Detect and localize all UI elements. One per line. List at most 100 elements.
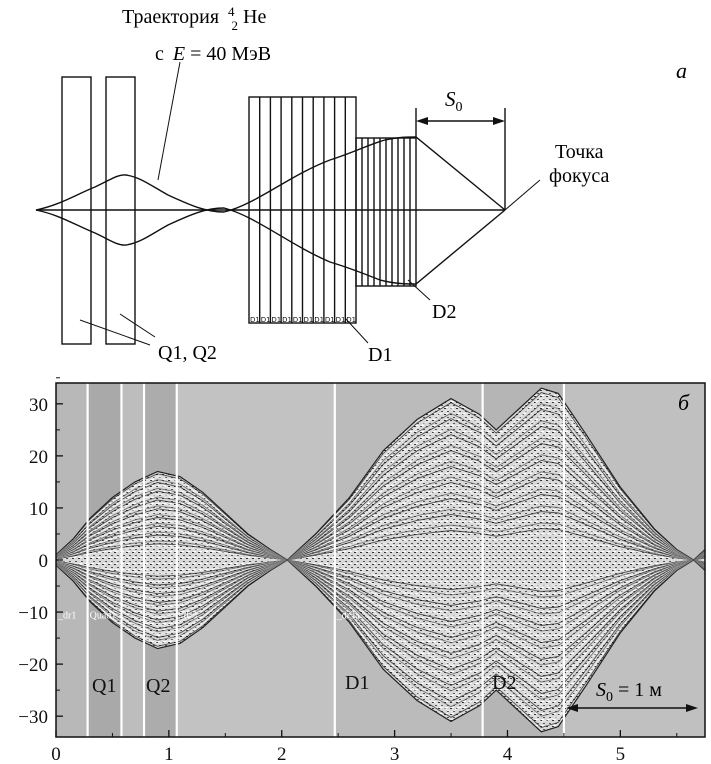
s0-annotation: S0 = 1 м xyxy=(566,679,698,712)
ray-trace xyxy=(56,511,705,561)
ray-trace xyxy=(56,533,705,561)
ray-trace xyxy=(56,437,705,561)
ray-trace xyxy=(56,559,705,649)
ray-trace xyxy=(56,559,705,711)
s0-annotation-text: S0 = 1 м xyxy=(596,679,662,705)
ray-trace xyxy=(56,460,705,561)
ray-trace xyxy=(56,559,705,666)
d2-leader xyxy=(407,279,431,301)
ray-trace xyxy=(56,559,705,609)
region-name-label: _dr3 xyxy=(178,610,197,621)
ray-trace xyxy=(56,391,705,561)
element-label-d1: D1 xyxy=(345,672,369,694)
ray-trace xyxy=(56,403,705,561)
d1-cell-label: D1 xyxy=(314,316,324,324)
y-tick-label: 30 xyxy=(29,395,48,416)
ray-trace xyxy=(56,426,705,561)
d1-cell-labels: D1 D1 D1 D1 D1 D1 D1 D1 D1 D1 xyxy=(250,316,356,324)
ray-trace xyxy=(56,522,705,561)
dipole-d1 xyxy=(248,96,357,324)
quadrupole-q2 xyxy=(105,76,136,345)
ray-trace xyxy=(56,559,705,706)
ray-trace xyxy=(56,559,705,598)
panel-label-b: б xyxy=(678,390,690,415)
ray-trace xyxy=(56,448,705,561)
d1-cell-label: D1 xyxy=(282,316,292,324)
ray-trace xyxy=(56,559,705,643)
ray-trace xyxy=(56,454,705,561)
element-label-q2: Q2 xyxy=(146,675,170,697)
ray-trace xyxy=(56,397,705,561)
s0-label: S0 xyxy=(445,87,463,115)
envelope-plot: 0 1 2 3 4 5 30 20 10 0 −10 −20 −30 _dr1 Quad1 _dr3 _dr… xyxy=(18,377,706,764)
focus-leader xyxy=(504,179,541,211)
d1-cell-label: D1 xyxy=(336,316,346,324)
y-tick-label: −30 xyxy=(18,707,48,728)
d1-cell-label: D1 xyxy=(293,316,303,324)
element-label-q1: Q1 xyxy=(92,675,116,697)
ray-trace xyxy=(56,559,705,717)
q-label: Q1, Q2 xyxy=(158,342,217,364)
ray-trace xyxy=(56,559,705,672)
region-name-label: Quad1 xyxy=(90,610,117,621)
energy-label: с E = 40 МэВ xyxy=(155,43,271,65)
ray-trace xyxy=(56,471,705,561)
ray-trace xyxy=(56,559,705,638)
s0-annotation-arrowhead-right xyxy=(686,704,698,712)
ray-trace xyxy=(56,559,705,683)
ray-trace xyxy=(56,559,705,660)
d1-cell-label: D1 xyxy=(325,316,335,324)
ray-trace xyxy=(56,559,705,729)
ray-trace xyxy=(56,516,705,561)
ray-trace xyxy=(56,559,705,621)
s0-annotation-arrowhead-left xyxy=(566,704,578,712)
d1-cell-label: D1 xyxy=(346,316,356,324)
region-name-label: _dr1 xyxy=(57,610,76,621)
ray-trace xyxy=(56,465,705,561)
trajectory-lower xyxy=(35,207,506,285)
y-tick-label: 20 xyxy=(29,447,48,468)
ray-trace xyxy=(56,477,705,561)
ray-trace xyxy=(56,494,705,561)
ray-trace xyxy=(56,559,705,592)
ray-trace xyxy=(56,499,705,561)
d1-cell-label: D1 xyxy=(261,316,271,324)
y-tick-label: 0 xyxy=(39,551,49,572)
panel-label-a: а xyxy=(676,58,687,83)
ray-trace xyxy=(56,559,705,689)
ray-trace xyxy=(56,559,705,615)
x-tick-label: 3 xyxy=(390,744,400,764)
trajectory-label: Траектория 4 2 He xyxy=(122,0,266,35)
ray-trace xyxy=(56,482,705,561)
s0-arrowhead-right xyxy=(493,117,505,125)
ray-trace xyxy=(56,414,705,561)
s0-arrowhead-left xyxy=(416,117,428,125)
ray-trace xyxy=(56,559,705,587)
ray-trace xyxy=(56,431,705,561)
d1-cell-label: D1 xyxy=(271,316,281,324)
y-tick-label: −10 xyxy=(18,603,48,624)
ray-trace xyxy=(56,505,705,561)
ray-trace xyxy=(56,443,705,561)
d1-label: D1 xyxy=(368,344,392,366)
ray-trace xyxy=(56,559,705,626)
focus-label: Точка фокуса xyxy=(549,141,610,187)
ray-trace xyxy=(56,409,705,561)
x-tick-label: 4 xyxy=(503,744,513,764)
ray-trace xyxy=(56,559,705,677)
x-tick-label: 2 xyxy=(277,744,287,764)
d1-cell-label: D1 xyxy=(304,316,314,324)
ray-trace xyxy=(56,559,705,604)
beamline-diagram xyxy=(35,61,541,346)
ray-trace xyxy=(56,559,705,694)
ray-trace xyxy=(56,559,705,655)
d1-cell-label: D1 xyxy=(250,316,260,324)
dipole-d2 xyxy=(355,137,417,287)
q-leader-1 xyxy=(79,319,151,346)
q-leader-2 xyxy=(119,313,156,338)
x-tick-label: 1 xyxy=(164,744,174,764)
x-tick-label: 5 xyxy=(616,744,626,764)
ray-trace xyxy=(56,488,705,561)
element-label-d2: D2 xyxy=(492,672,516,694)
